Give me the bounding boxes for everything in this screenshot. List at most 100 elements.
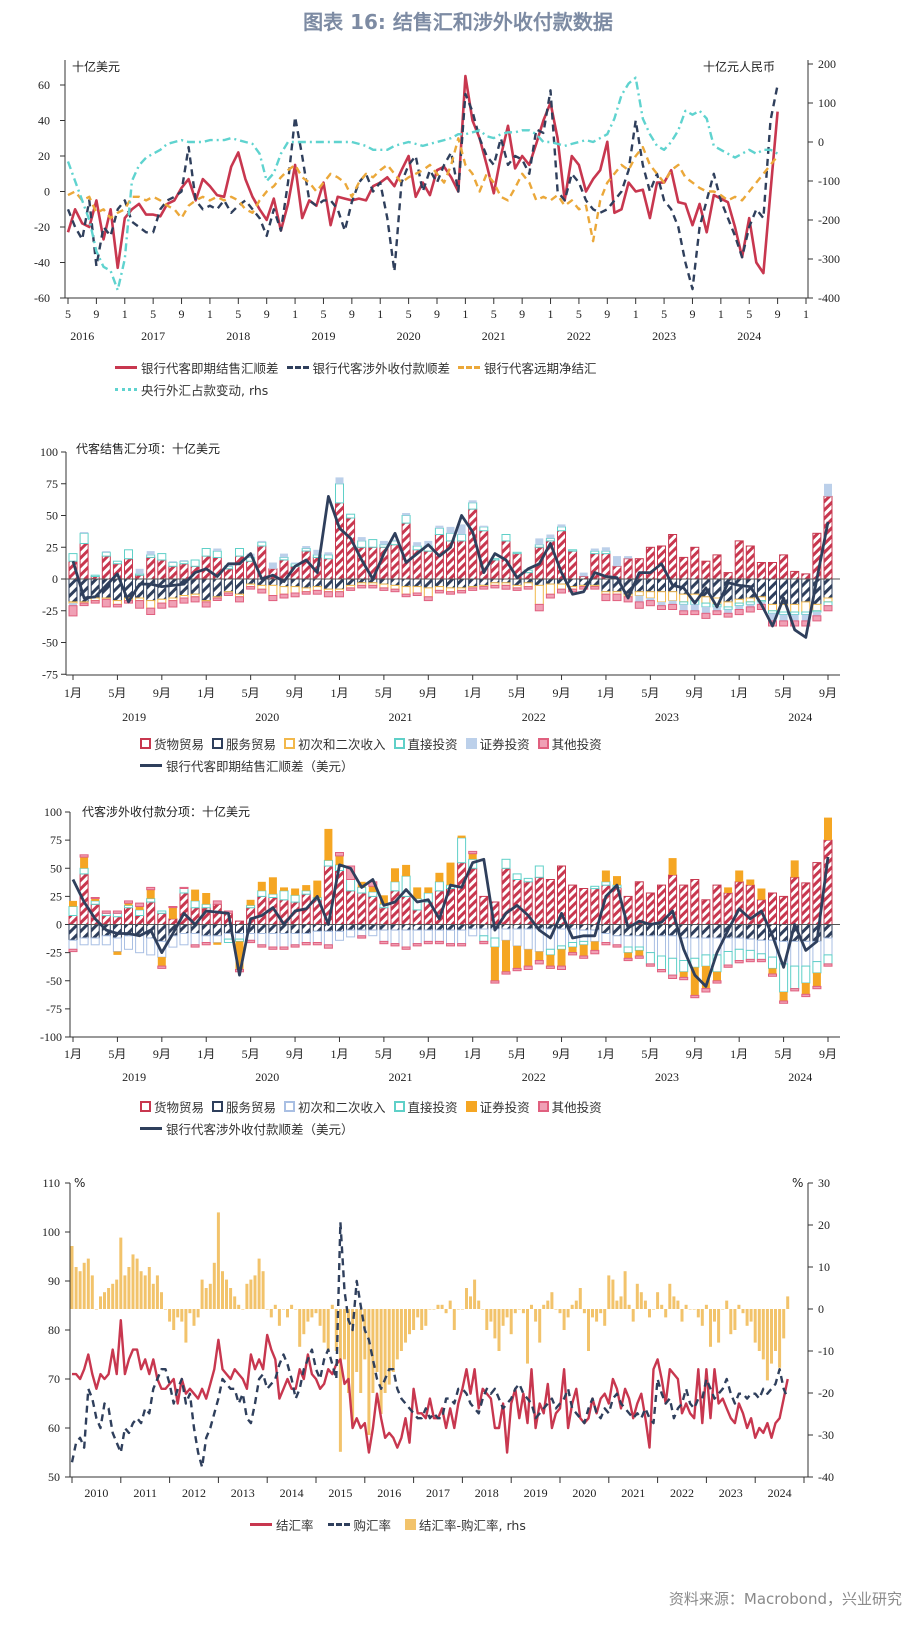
bar-segment: [745, 545, 755, 580]
bar-segment: [257, 933, 267, 946]
x-tick-label: 1: [803, 307, 809, 321]
bar-segment: [712, 578, 722, 599]
bar-segment: [335, 477, 344, 484]
bar-segment: [301, 933, 311, 943]
bar-segment: [79, 532, 89, 544]
y-tick-label-right: -300: [818, 252, 840, 266]
legend-label: 购汇率: [353, 1518, 392, 1533]
bar-segment: [79, 854, 89, 858]
bar-segment: [557, 924, 566, 930]
bar-segment: [379, 587, 389, 591]
bar-segment: [102, 551, 111, 553]
legend-label: 证券投资: [479, 1100, 530, 1115]
chart4-left-unit: %: [74, 1176, 86, 1190]
bar-segment: [623, 946, 633, 954]
diff-bar: [692, 1309, 696, 1310]
bar-segment: [135, 935, 145, 954]
year-label: 2011: [133, 1486, 157, 1500]
legend-label: 证券投资: [479, 737, 530, 752]
diff-bar: [343, 1309, 346, 1360]
diff-bar: [172, 1309, 176, 1330]
x-tick-label: 5: [235, 307, 241, 321]
bar-segment: [312, 586, 322, 591]
bar-segment: [768, 973, 777, 977]
y-tick-label: 40: [38, 114, 50, 128]
bar-segment: [124, 900, 133, 904]
diff-bar: [265, 1309, 269, 1310]
bar-segment: [324, 828, 333, 861]
bar-segment: [601, 942, 611, 946]
bar-segment: [657, 935, 666, 957]
bar-segment: [379, 924, 389, 931]
x-tick-label: 9月: [553, 686, 571, 700]
diff-bar: [359, 1309, 363, 1393]
diff-bar: [749, 1309, 753, 1322]
y-tick-label: -75: [42, 667, 58, 681]
legend-label: 货物贸易: [154, 1100, 205, 1115]
bar-segment: [479, 928, 489, 937]
bar-segment: [135, 909, 145, 917]
diff-bar: [774, 1309, 777, 1351]
bar-segment: [390, 588, 400, 593]
series-line: [66, 74, 779, 275]
diff-bar: [587, 1309, 590, 1351]
diff-bar: [753, 1309, 757, 1343]
y-tick-label: -50: [46, 974, 62, 988]
bar-segment: [568, 550, 578, 580]
bar-segment: [612, 593, 622, 602]
x-tick-label: 1月: [464, 686, 482, 700]
diff-bar: [99, 1296, 102, 1309]
hatch-navy-swatch-icon: [212, 738, 224, 749]
bar-segment: [446, 578, 455, 589]
bar-segment: [390, 544, 400, 580]
blue-outline-swatch-icon: [284, 1101, 296, 1112]
bar-segment: [146, 889, 155, 899]
bar-segment: [257, 881, 266, 891]
bar-segment: [90, 574, 100, 578]
bar-segment: [346, 890, 356, 926]
bar-segment: [557, 526, 566, 532]
bar-segment: [490, 584, 500, 589]
bar-segment: [590, 586, 600, 590]
bar-segment: [545, 924, 555, 930]
diff-bar: [383, 1309, 387, 1393]
x-tick-label: 1: [718, 307, 724, 321]
x-tick-label: 9月: [286, 1047, 304, 1061]
bar-segment: [613, 556, 621, 567]
bar-segment: [246, 560, 256, 580]
x-tick-label: 5月: [108, 1047, 126, 1061]
bar-segment: [545, 965, 555, 969]
bar-segment: [246, 904, 256, 909]
bar-segment: [457, 862, 467, 925]
diff-bar: [570, 1304, 574, 1309]
diff-bar: [155, 1275, 159, 1309]
diff-bar: [286, 1309, 289, 1318]
bar-segment: [545, 879, 555, 925]
bar-segment: [479, 924, 489, 930]
bar-segment: [535, 538, 544, 545]
bar-segment: [68, 605, 78, 617]
bar-segment: [124, 549, 133, 560]
diff-bar: [200, 1279, 204, 1309]
bar-segment: [291, 888, 300, 896]
year-label: 2012: [182, 1486, 206, 1500]
bar-segment: [323, 578, 333, 590]
bar-segment: [257, 584, 267, 590]
x-tick-label: 9: [604, 307, 610, 321]
bar-segment: [346, 517, 356, 580]
y-tick-label-right: -40: [818, 1470, 834, 1484]
bar-segment: [634, 924, 644, 937]
bar-segment: [479, 586, 489, 590]
bar-segment: [435, 525, 444, 529]
bar-segment: [590, 888, 600, 925]
series-line: [70, 1220, 789, 1469]
bar-segment: [146, 578, 156, 602]
bar-segment: [579, 572, 588, 577]
legend-item: 银行代客即期结售汇顺差（美元）: [140, 756, 354, 775]
legend-label: 其他投资: [551, 737, 602, 752]
y-tick-label: 50: [50, 861, 62, 875]
bar-segment: [402, 864, 411, 877]
y-tick-label: -25: [42, 604, 58, 618]
bar-segment: [734, 540, 744, 580]
bar-segment: [790, 570, 800, 580]
